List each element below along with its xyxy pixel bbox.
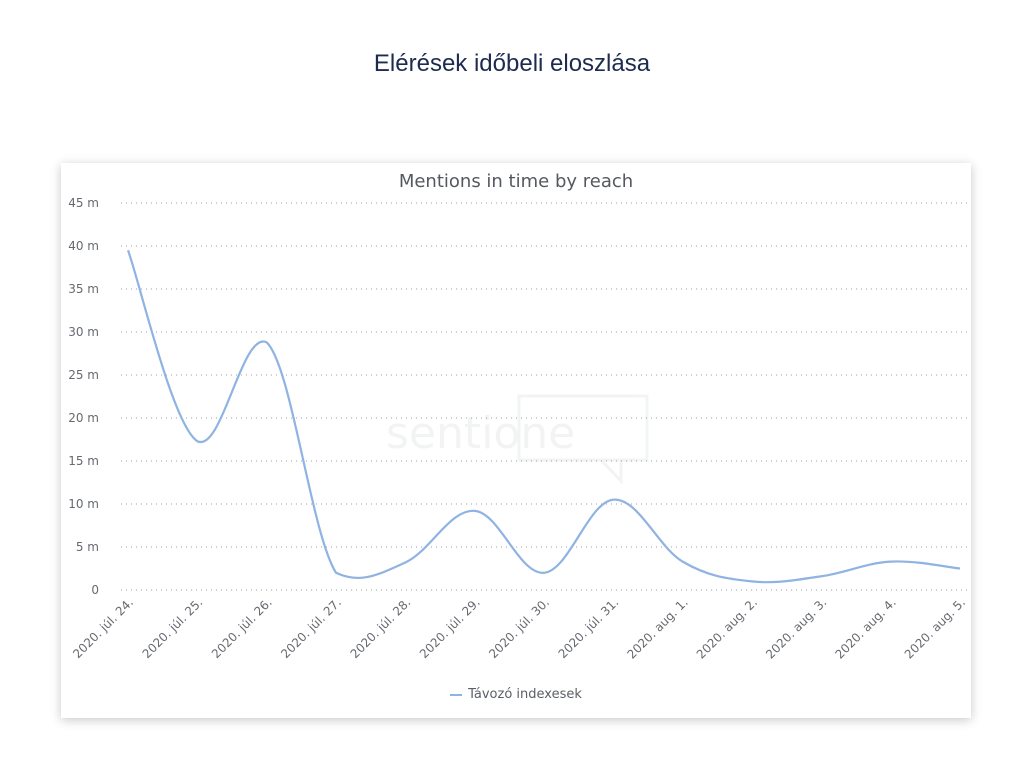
y-tick-label: 0 [91, 583, 99, 597]
legend-label: Távozó indexesek [468, 687, 582, 702]
chart-legend[interactable]: Távozó indexesek [61, 687, 971, 702]
y-axis-ticks: 0 5 m 10 m 15 m 20 m 25 m 30 m 35 m 40 m 45 m [68, 196, 99, 597]
y-tick-label: 15 m [68, 454, 99, 468]
x-axis-ticks: 2020. júl. 24. 2020. júl. 25. 2020. júl. 2… [70, 595, 968, 661]
y-tick-label: 25 m [68, 368, 99, 382]
chart-title: Mentions in time by reach [398, 171, 634, 192]
x-tick-label: 2020. júl. 26. [209, 595, 275, 661]
y-tick-label: 35 m [68, 282, 99, 296]
chart-card: sentione 0 5 m 10 m 15 m 20 m 25 m 30 m 35 m 40 … [61, 163, 971, 718]
x-tick-label: 2020. aug. 2. [694, 595, 760, 661]
page-heading: Elérések időbeli eloszlása [373, 50, 651, 77]
series-line-tavozo-indexesek [126, 249, 961, 584]
x-tick-label: 2020. aug. 4. [832, 595, 898, 661]
y-tick-label: 30 m [68, 325, 99, 339]
y-tick-label: 20 m [68, 411, 99, 425]
x-tick-label: 2020. aug. 5. [902, 595, 968, 661]
x-tick-label: 2020. júl. 28. [348, 595, 414, 661]
x-tick-label: 2020. júl. 25. [140, 595, 206, 661]
watermark-text: sentione [386, 408, 575, 459]
chart-canvas: sentione 0 5 m 10 m 15 m 20 m 25 m 30 m 35 m 40 … [68, 196, 969, 662]
y-tick-label: 45 m [68, 196, 99, 210]
x-tick-label: 2020. júl. 27. [278, 595, 344, 661]
x-tick-label: 2020. júl. 24. [70, 595, 136, 661]
x-tick-label: 2020. aug. 1. [624, 595, 690, 661]
y-tick-label: 40 m [68, 239, 99, 253]
y-tick-label: 5 m [76, 540, 99, 554]
x-tick-label: 2020. júl. 30. [486, 595, 552, 661]
x-tick-label: 2020. júl. 31. [556, 595, 622, 661]
x-tick-label: 2020. aug. 3. [763, 595, 829, 661]
x-tick-label: 2020. júl. 29. [417, 595, 483, 661]
y-tick-label: 10 m [68, 497, 99, 511]
watermark-logo: sentione [386, 394, 649, 485]
legend-swatch [450, 693, 463, 696]
